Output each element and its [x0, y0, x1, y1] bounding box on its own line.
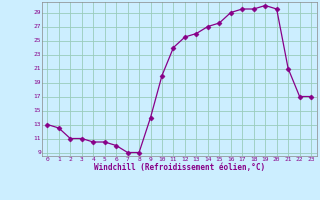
X-axis label: Windchill (Refroidissement éolien,°C): Windchill (Refroidissement éolien,°C) — [94, 163, 265, 172]
